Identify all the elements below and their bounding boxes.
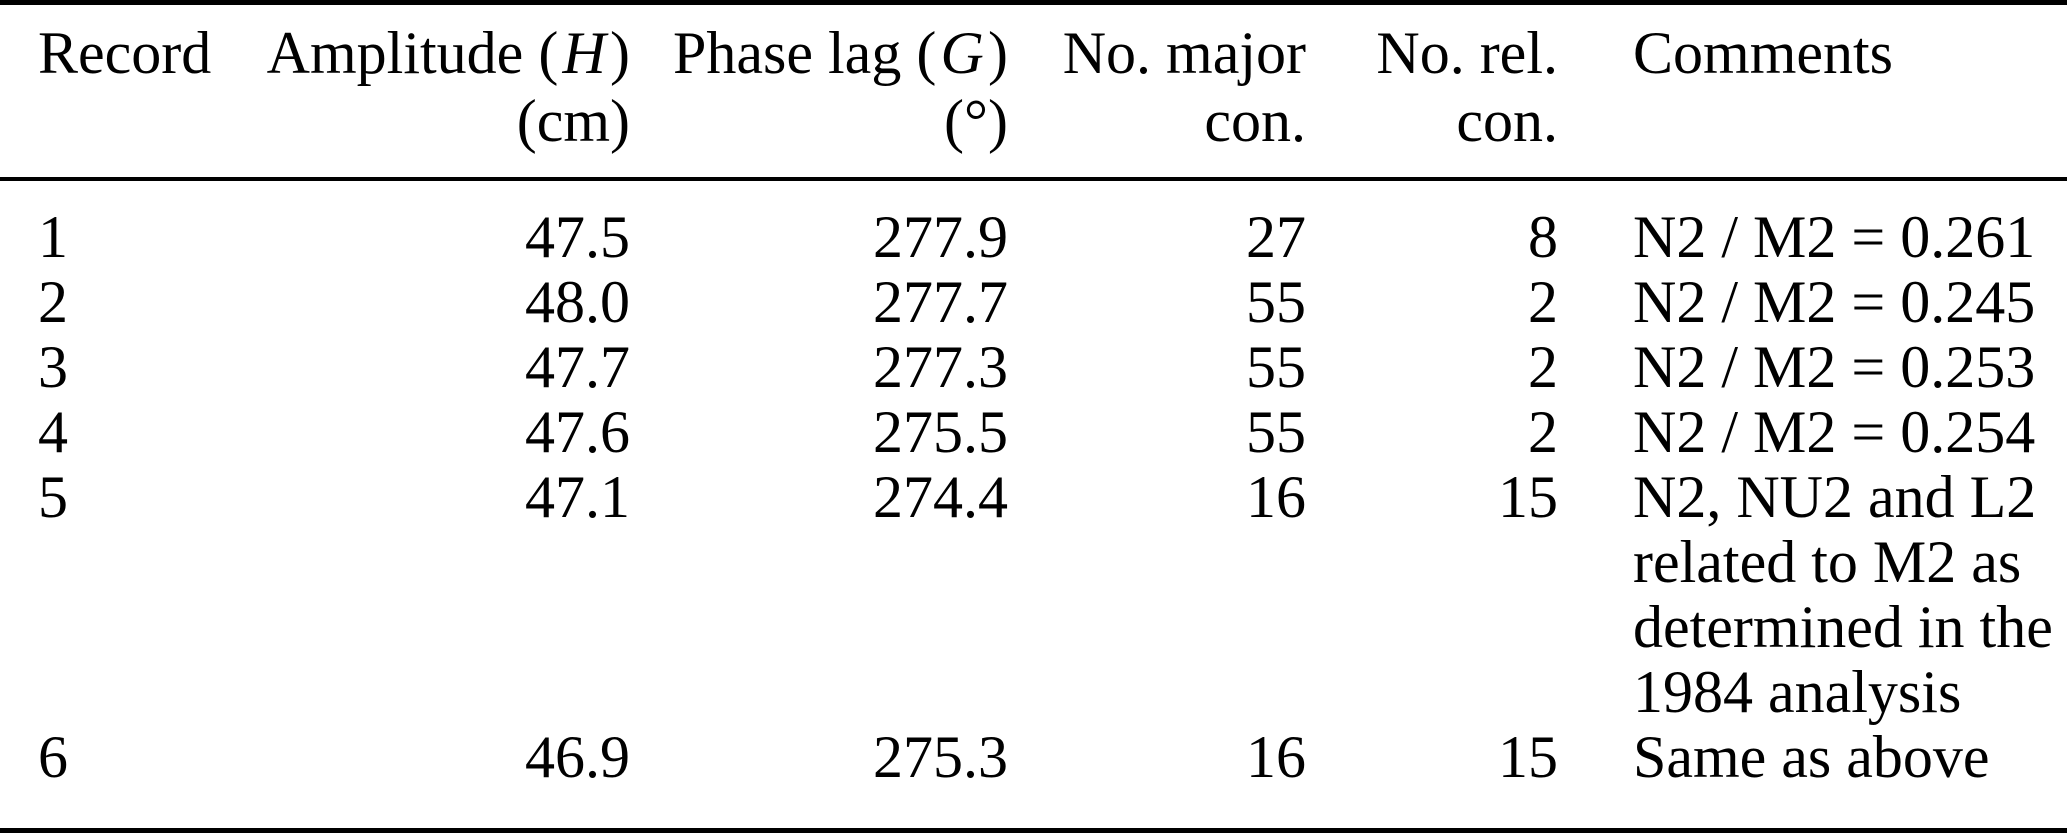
- table-header: Record Amplitude (H) (cm) Phase lag (G) …: [0, 3, 2067, 180]
- cell-comment: Same as above: [1633, 725, 1990, 790]
- cell-major-con: 55: [1246, 270, 1306, 335]
- table-row: 2 48.0 277.7 55 2 N2 / M2 = 0.245: [0, 270, 2067, 335]
- cell-amplitude: 46.9: [525, 725, 630, 790]
- table-row: 1 47.5 277.9 27 8 N2 / M2 = 0.261: [0, 179, 2067, 270]
- cell-record: 6: [38, 725, 68, 790]
- cell-record: 2: [38, 270, 68, 335]
- header-phase-unit: (°): [944, 88, 1008, 154]
- header-amplitude-line1: Amplitude (H): [266, 20, 630, 86]
- header-rel-con: No. rel. con.: [1376, 20, 1558, 154]
- table-row: 5 47.1 274.4 16 15 N2, NU2 and L2 relate…: [0, 465, 2067, 725]
- cell-rel-con: 15: [1498, 725, 1558, 790]
- table-row: 4 47.6 275.5 55 2 N2 / M2 = 0.254: [0, 400, 2067, 465]
- cell-comment: N2, NU2 and L2 related to M2 as determin…: [1633, 465, 2053, 725]
- cell-amplitude: 47.7: [525, 335, 630, 400]
- table-row: 6 46.9 275.3 16 15 Same as above: [0, 725, 2067, 831]
- cell-amplitude: 47.5: [525, 204, 630, 270]
- table-body: 1 47.5 277.9 27 8 N2 / M2 = 0.261 2 48.0…: [0, 179, 2067, 831]
- header-record-label: Record: [38, 20, 212, 86]
- phase-symbol: G: [940, 20, 984, 86]
- cell-major-con: 16: [1246, 725, 1306, 790]
- cell-phase-lag: 277.7: [873, 270, 1008, 335]
- cell-phase-lag: 275.5: [873, 400, 1008, 465]
- cell-rel-con: 2: [1528, 270, 1558, 335]
- cell-phase-lag: 274.4: [873, 465, 1008, 530]
- cell-rel-con: 2: [1528, 400, 1558, 465]
- cell-major-con: 27: [1246, 204, 1306, 270]
- header-phase-lag: Phase lag (G) (°): [630, 3, 1008, 180]
- cell-comment: N2 / M2 = 0.253: [1633, 335, 2036, 400]
- cell-rel-con: 2: [1528, 335, 1558, 400]
- cell-comment: N2 / M2 = 0.254: [1633, 400, 2036, 465]
- cell-rel-con: 15: [1498, 465, 1558, 530]
- cell-major-con: 16: [1246, 465, 1306, 530]
- cell-amplitude: 47.6: [525, 400, 630, 465]
- cell-comment: N2 / M2 = 0.261: [1633, 204, 2036, 270]
- cell-major-con: 55: [1246, 335, 1306, 400]
- cell-major-con: 55: [1246, 400, 1306, 465]
- cell-phase-lag: 275.3: [873, 725, 1008, 790]
- header-amplitude-unit: (cm): [516, 88, 630, 154]
- header-amplitude: Amplitude (H) (cm): [230, 3, 630, 180]
- cell-amplitude: 48.0: [525, 270, 630, 335]
- cell-phase-lag: 277.9: [873, 204, 1008, 270]
- cell-record: 3: [38, 335, 68, 400]
- header-phase-line1: Phase lag (G): [673, 20, 1008, 86]
- cell-amplitude: 47.1: [525, 465, 630, 530]
- cell-record: 1: [38, 204, 68, 270]
- header-major-con: No. major con.: [1062, 20, 1306, 154]
- cell-record: 5: [38, 465, 68, 530]
- cell-record: 4: [38, 400, 68, 465]
- cell-phase-lag: 277.3: [873, 335, 1008, 400]
- cell-comment: N2 / M2 = 0.245: [1633, 270, 2036, 335]
- header-row: Record Amplitude (H) (cm) Phase lag (G) …: [0, 3, 2067, 180]
- cell-rel-con: 8: [1528, 204, 1558, 270]
- amplitude-symbol: H: [562, 20, 606, 86]
- table-row: 3 47.7 277.3 55 2 N2 / M2 = 0.253: [0, 335, 2067, 400]
- header-comments: Comments: [1633, 20, 1894, 86]
- header-record: Record: [0, 3, 230, 180]
